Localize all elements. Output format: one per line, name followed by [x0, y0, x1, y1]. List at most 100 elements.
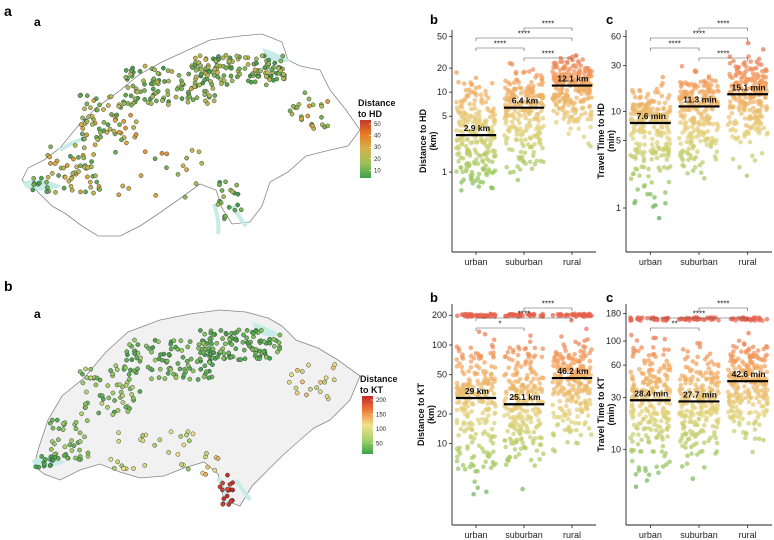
- data-point: [736, 408, 741, 414]
- significance-label: ****: [717, 50, 729, 59]
- map-dot: [257, 356, 262, 361]
- y-tick-label: 10: [437, 439, 447, 449]
- map-dot: [47, 463, 53, 468]
- map-dot: [91, 190, 96, 196]
- map-dot: [142, 97, 148, 102]
- data-point: [556, 74, 561, 80]
- map-dot: [302, 90, 308, 96]
- map-dot: [190, 368, 196, 374]
- data-point: [552, 92, 557, 97]
- data-point: [455, 144, 461, 149]
- y-tick-label: 30: [611, 61, 621, 71]
- data-point: [457, 390, 463, 396]
- data-point: [638, 102, 644, 107]
- map-dot: [215, 354, 220, 360]
- data-point: [541, 159, 546, 165]
- data-point: [642, 142, 647, 147]
- y-tick-label: 200: [432, 310, 447, 320]
- legend-top: Distance to HD 50 40 30 20 10: [358, 98, 396, 178]
- data-point: [468, 365, 474, 370]
- map-dot: [152, 67, 157, 73]
- data-point: [725, 122, 731, 127]
- x-tick-label: rural: [739, 257, 757, 267]
- data-point: [511, 431, 516, 437]
- map-dot: [175, 172, 181, 177]
- map-dot: [98, 130, 103, 135]
- map-dot: [281, 72, 286, 77]
- data-point: [637, 88, 643, 94]
- data-point: [503, 371, 509, 377]
- map-dot: [79, 411, 84, 417]
- data-point: [459, 180, 464, 185]
- y-tick-label: 10: [437, 87, 447, 97]
- data-point: [492, 151, 497, 157]
- data-point: [705, 409, 711, 415]
- data-point: [567, 411, 572, 417]
- map-dot: [185, 466, 191, 472]
- data-point: [565, 60, 570, 66]
- data-point: [635, 187, 640, 192]
- data-point: [695, 354, 700, 360]
- data-point: [574, 427, 579, 433]
- data-point: [539, 354, 545, 360]
- data-point: [518, 113, 523, 119]
- data-point: [524, 408, 530, 414]
- data-point: [752, 436, 758, 442]
- data-point: [552, 448, 558, 454]
- data-point: [743, 395, 749, 401]
- map-dot: [175, 346, 181, 352]
- map-dot: [155, 89, 161, 94]
- map-dot: [165, 371, 171, 376]
- data-point: [467, 113, 473, 118]
- map-dot: [89, 159, 94, 164]
- data-point: [638, 420, 643, 426]
- map-dot: [123, 125, 128, 131]
- data-point: [630, 105, 636, 111]
- data-point: [637, 141, 643, 147]
- map-dot: [140, 438, 146, 443]
- data-point: [664, 425, 670, 431]
- data-point: [733, 389, 739, 395]
- data-point: [470, 172, 475, 178]
- data-point: [728, 408, 734, 414]
- data-point: [454, 364, 460, 369]
- data-point: [694, 134, 699, 140]
- data-point: [706, 74, 712, 79]
- map-dot: [82, 434, 87, 440]
- data-point: [504, 141, 509, 146]
- data-point: [503, 313, 508, 319]
- data-point: [662, 100, 668, 106]
- data-point: [651, 124, 657, 130]
- data-point: [646, 100, 651, 105]
- data-point: [708, 435, 713, 441]
- data-point: [468, 353, 474, 359]
- median-label: 28.4 min: [634, 388, 668, 398]
- data-point: [643, 433, 649, 438]
- data-point: [482, 360, 487, 365]
- data-point: [456, 432, 461, 438]
- data-point: [491, 391, 497, 396]
- data-point: [579, 112, 584, 118]
- map-dot: [61, 185, 67, 191]
- data-point: [519, 384, 524, 389]
- map-dot: [207, 336, 213, 342]
- map-dot: [73, 426, 79, 432]
- data-point: [550, 379, 555, 385]
- data-point: [628, 409, 634, 414]
- data-point: [632, 94, 638, 100]
- data-point: [680, 401, 686, 407]
- map-dot: [228, 65, 234, 71]
- map-dot: [223, 213, 228, 219]
- map-dot: [146, 346, 152, 351]
- data-point: [469, 409, 475, 414]
- data-point: [714, 440, 720, 446]
- data-point: [582, 110, 588, 116]
- map-dot: [190, 65, 195, 70]
- data-point: [645, 105, 651, 111]
- data-point: [582, 345, 588, 350]
- data-point: [646, 472, 652, 478]
- data-point: [663, 372, 668, 378]
- map-dot: [81, 155, 87, 161]
- map-dot: [142, 149, 148, 155]
- map-dot: [230, 189, 235, 194]
